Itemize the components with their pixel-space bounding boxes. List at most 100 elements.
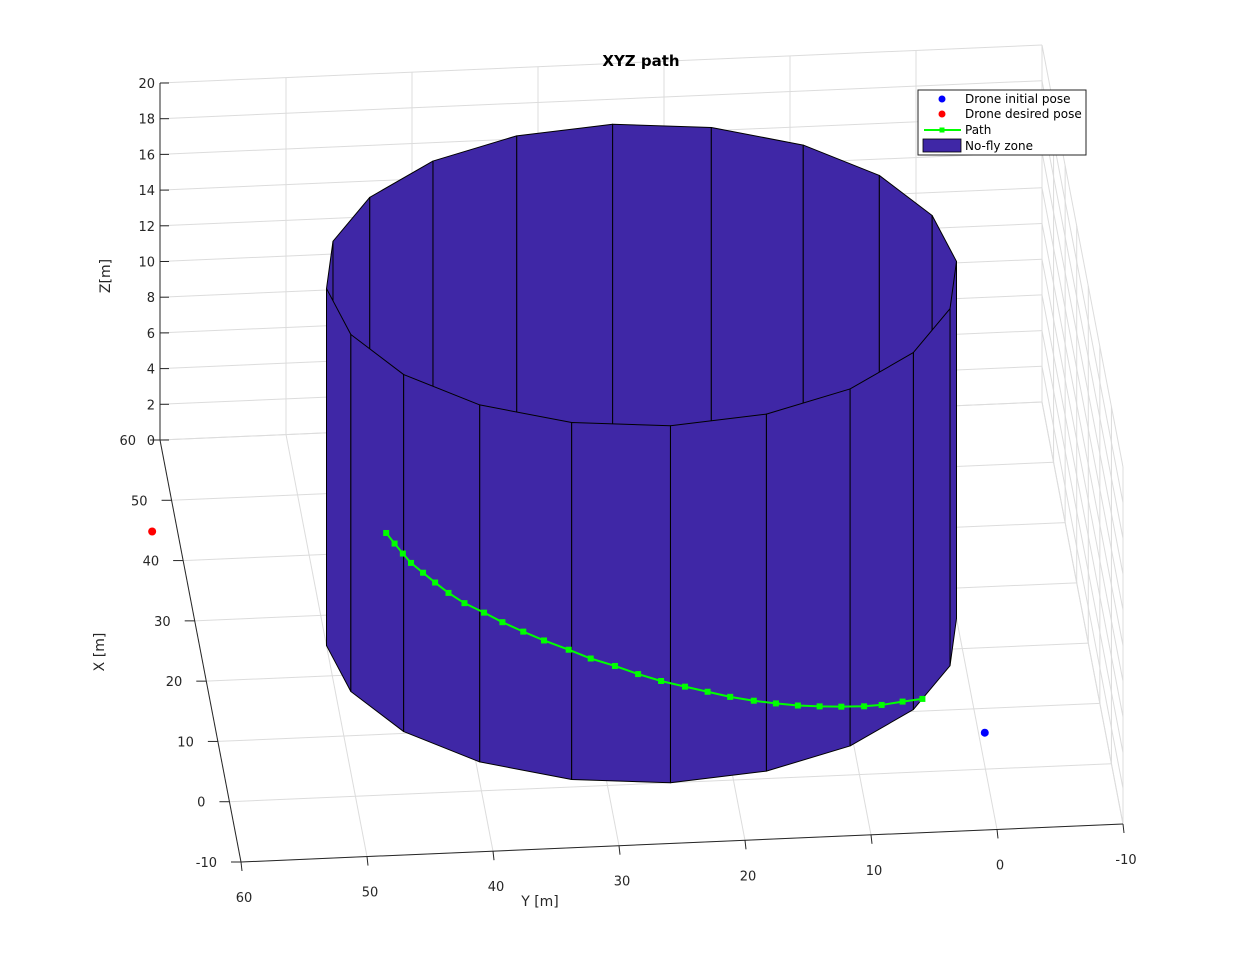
x-tick-label: 10 xyxy=(177,735,194,750)
side-wall-grid-line-z xyxy=(1041,116,1124,539)
path-point xyxy=(520,628,527,635)
legend: Drone initial pose Drone desired pose Pa… xyxy=(917,89,1087,156)
z-tick-label: 12 xyxy=(138,220,155,235)
x-axis-line xyxy=(159,439,242,863)
x-tick-label: 60 xyxy=(119,434,136,449)
path-point xyxy=(919,695,926,702)
legend-initial-label: Drone initial pose xyxy=(965,92,1070,106)
y-tick-mark xyxy=(492,851,495,861)
x-tick-label: 40 xyxy=(143,555,160,570)
side-wall-grid-line-z xyxy=(1041,294,1124,717)
path-point xyxy=(704,688,711,695)
y-tick-mark xyxy=(744,840,747,850)
no-fly-zone-face xyxy=(669,413,767,784)
no-fly-zone-face xyxy=(350,333,405,733)
no-fly-zone-face xyxy=(571,422,671,784)
path-point xyxy=(794,702,801,709)
z-tick-label: 10 xyxy=(138,256,155,271)
path-point xyxy=(481,609,488,616)
y-axis-line xyxy=(240,823,1124,863)
ticks-layer: 60 50 40 30 20 10 0 -106050403020100-1020181614… xyxy=(119,77,1136,906)
z-tick-label: 8 xyxy=(147,291,155,306)
z-tick-label: 16 xyxy=(138,148,155,163)
path-point xyxy=(682,683,689,690)
side-wall-grid-line-z xyxy=(1041,223,1124,646)
side-wall-grid-line-z xyxy=(1041,366,1124,789)
no-fly-zone-face xyxy=(765,388,851,772)
x-tick-label: 0 xyxy=(197,796,205,811)
path-point xyxy=(383,529,390,536)
y-tick-mark xyxy=(996,829,999,839)
y-axis-label: Y [m] xyxy=(520,894,559,910)
side-wall-grid-line-z xyxy=(1041,152,1124,575)
path-point xyxy=(399,550,406,557)
path-point xyxy=(587,655,594,662)
path-point xyxy=(391,540,398,547)
path-point xyxy=(420,569,427,576)
path-point xyxy=(445,589,452,596)
z-tick-label: 6 xyxy=(147,327,155,342)
y-tick-mark xyxy=(618,845,621,855)
back-wall-grid-line-z xyxy=(159,80,1043,120)
x-tick-label: 50 xyxy=(131,494,148,509)
z-tick-label: 20 xyxy=(138,77,155,92)
path-point xyxy=(816,703,823,710)
path-point xyxy=(611,662,618,669)
y-tick-mark xyxy=(870,834,873,844)
chart-title: XYZ path xyxy=(602,52,679,70)
legend-nofly-label: No-fly zone xyxy=(965,139,1033,153)
legend-nofly-swatch xyxy=(922,138,962,153)
y-tick-label: 20 xyxy=(740,869,757,884)
path-point xyxy=(772,700,779,707)
z-tick-label: 14 xyxy=(138,184,155,199)
no-fly-zone-cylinder xyxy=(326,123,957,784)
drone-desired-pose-marker xyxy=(148,527,157,536)
legend-desired-marker xyxy=(938,110,946,118)
path-point xyxy=(750,697,757,704)
y-tick-label: 30 xyxy=(614,875,631,890)
no-fly-zone-face xyxy=(912,308,951,711)
y-tick-mark xyxy=(1122,823,1125,834)
side-wall-grid-line-z xyxy=(1041,401,1124,825)
side-wall-grid-line-z xyxy=(1041,330,1124,753)
y-tick-label: 60 xyxy=(236,891,253,906)
y-tick-mark xyxy=(240,861,243,872)
y-tick-mark xyxy=(366,856,369,866)
z-tick-label: 18 xyxy=(138,113,155,128)
z-tick-label: 0 xyxy=(147,434,155,449)
path-point xyxy=(407,559,414,566)
no-fly-zone-face xyxy=(479,404,573,781)
path-point xyxy=(861,703,868,710)
side-wall-grid-line-z xyxy=(1041,187,1124,610)
data-layer xyxy=(148,527,989,737)
z-axis-label: Z[m] xyxy=(98,259,114,293)
path-point xyxy=(499,619,506,626)
legend-path-marker xyxy=(939,127,945,133)
x-tick-label: 20 xyxy=(166,675,183,690)
y-tick-label: -10 xyxy=(1115,853,1136,868)
x-tick-label: -10 xyxy=(196,856,217,871)
y-tick-label: 40 xyxy=(488,880,505,895)
back-wall-grid-line-z xyxy=(159,44,1043,84)
y-tick-label: 10 xyxy=(866,864,883,879)
y-tick-label: 50 xyxy=(362,886,379,901)
y-tick-label: 0 xyxy=(996,858,1004,873)
path-point xyxy=(565,646,572,653)
x-tick-label: 30 xyxy=(154,615,171,630)
path-point xyxy=(658,678,665,684)
no-fly-zone-face xyxy=(403,374,481,763)
path-point xyxy=(727,693,734,700)
path-point xyxy=(878,701,885,708)
no-fly-zone-face xyxy=(949,260,957,667)
x-axis-label: X [m] xyxy=(92,633,108,672)
drone-initial-pose-marker xyxy=(980,728,989,737)
legend-initial-marker xyxy=(938,95,946,103)
legend-path-label: Path xyxy=(965,123,991,137)
legend-desired-label: Drone desired pose xyxy=(965,107,1082,121)
path-point xyxy=(461,600,468,607)
path-point xyxy=(635,671,642,678)
no-fly-zone-face xyxy=(849,352,914,747)
z-tick-label: 2 xyxy=(147,398,155,413)
side-wall-grid-line-z xyxy=(1041,259,1124,682)
